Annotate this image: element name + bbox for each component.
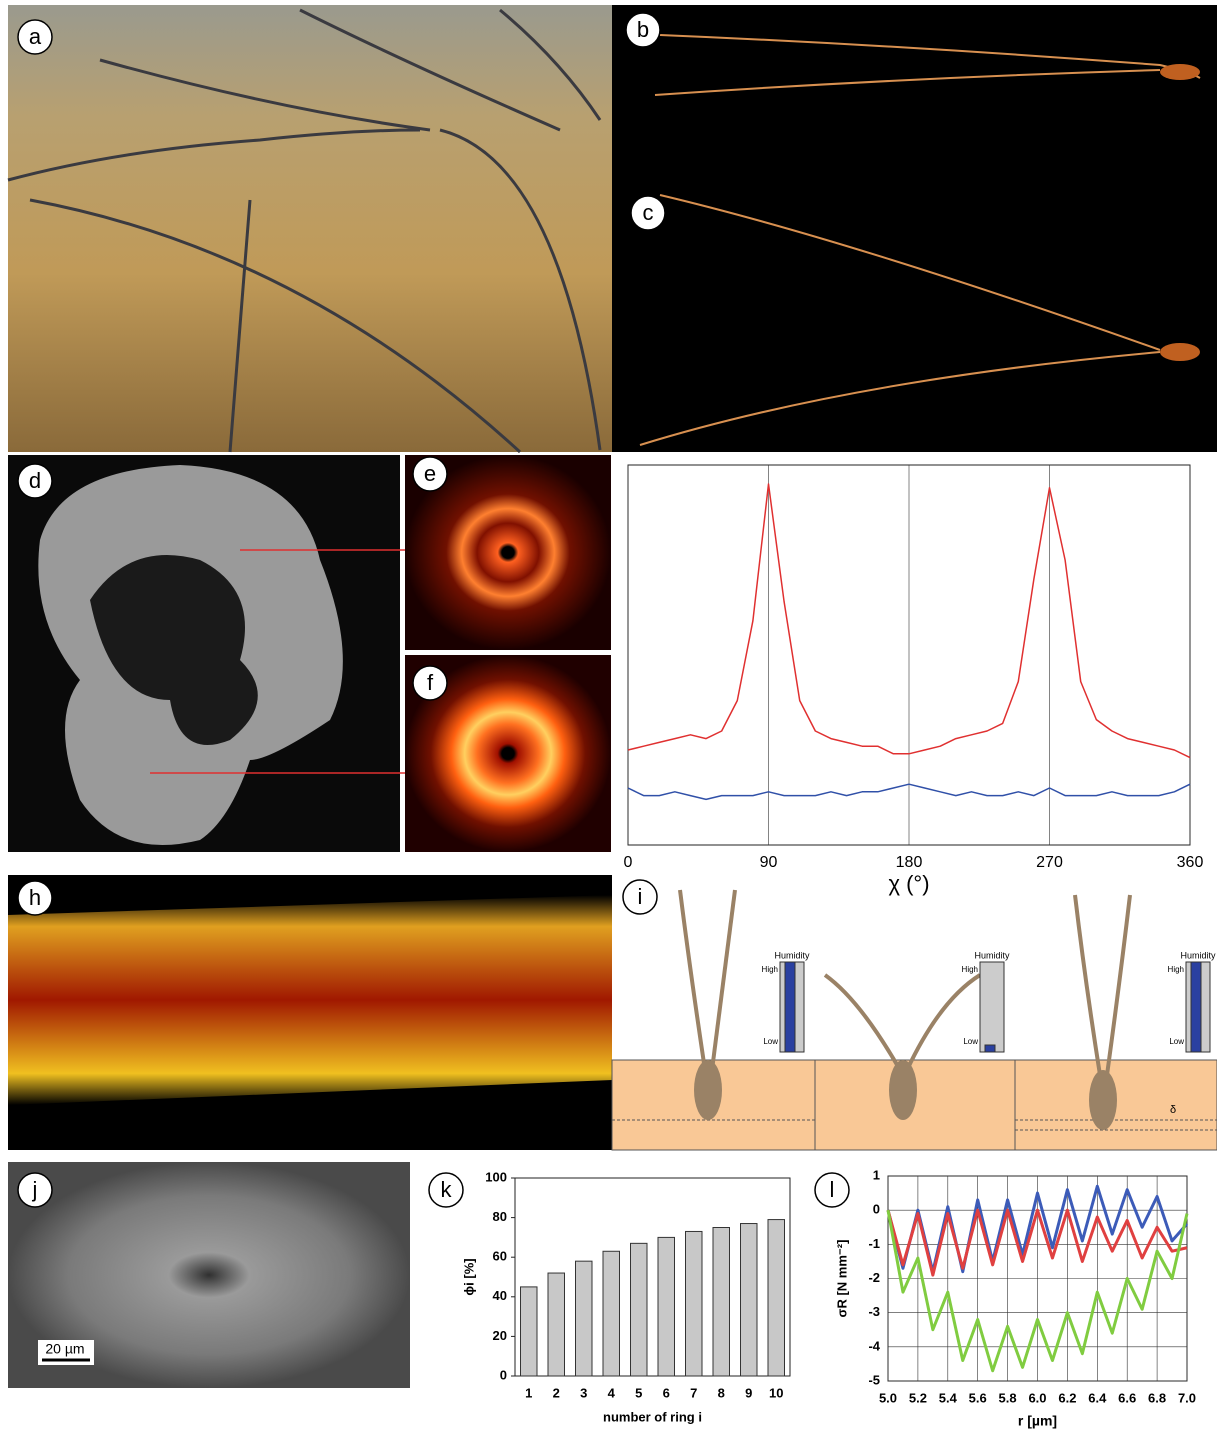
x-tick-label: 270	[1036, 854, 1063, 871]
gauge-title: Humidity	[774, 950, 810, 960]
scale-bar-label: 20 µm	[45, 1341, 84, 1357]
x-tick-label: 7.0	[1178, 1390, 1196, 1405]
x-tick-label: 5	[635, 1385, 642, 1400]
x-tick-label: 5.2	[909, 1390, 927, 1405]
x-tick-label: 180	[896, 854, 923, 871]
x-tick-label: 6.6	[1118, 1390, 1136, 1405]
panel-label: i	[638, 884, 643, 909]
x-tick-label: 6	[663, 1385, 670, 1400]
panel-label: b	[637, 17, 649, 42]
bar	[686, 1231, 703, 1376]
panel-label: k	[441, 1177, 453, 1202]
bar	[603, 1251, 620, 1376]
bar	[768, 1220, 785, 1376]
gauge-high: High	[762, 965, 778, 974]
x-tick-label: 6.4	[1088, 1390, 1107, 1405]
y-tick-label: 80	[493, 1209, 507, 1224]
y-tick-label: 0	[873, 1202, 880, 1217]
gauge-high: High	[962, 965, 978, 974]
panel-label: e	[424, 461, 436, 486]
x-tick-label: 6.2	[1058, 1390, 1076, 1405]
y-tick-label: 0	[500, 1367, 507, 1382]
seed	[1160, 343, 1200, 361]
figure: 20 µm abcdefghijklHumidityHighLowHumidit…	[0, 0, 1217, 1435]
y-tick-label: -5	[868, 1372, 880, 1387]
y-axis-label: σR [N mm⁻²]	[834, 1240, 849, 1318]
gauge-high: High	[1168, 965, 1184, 974]
panel-label: h	[29, 885, 41, 910]
x-tick-label: 360	[1177, 854, 1204, 871]
x-tick-label: 0	[624, 854, 633, 871]
gauge-low: Low	[763, 1037, 778, 1046]
bar	[658, 1237, 675, 1376]
photo-a	[8, 5, 612, 452]
seed	[1160, 64, 1200, 80]
panel-label: f	[427, 670, 434, 695]
x-tick-label: 2	[553, 1385, 560, 1400]
y-tick-label: -3	[868, 1304, 880, 1319]
y-tick-label: 100	[485, 1169, 507, 1184]
x-tick-label: 5.4	[939, 1390, 958, 1405]
gauge-title: Humidity	[1180, 950, 1216, 960]
panel-label: a	[29, 24, 42, 49]
bar	[631, 1243, 648, 1376]
x-tick-label: 4	[608, 1385, 616, 1400]
gauge-low: Low	[1169, 1037, 1184, 1046]
panel-label: j	[32, 1177, 38, 1202]
x-tick-label: 5.8	[999, 1390, 1017, 1405]
y-tick-label: -4	[868, 1338, 880, 1353]
x-tick-label: 6.0	[1028, 1390, 1046, 1405]
x-tick-label: 90	[760, 854, 778, 871]
y-tick-label: -1	[868, 1236, 880, 1251]
y-axis-label: ϕi [%]	[461, 1258, 476, 1295]
y-tick-label: 20	[493, 1328, 507, 1343]
y-tick-label: 1	[873, 1167, 880, 1182]
x-tick-label: 10	[769, 1385, 783, 1400]
x-tick-label: 3	[580, 1385, 587, 1400]
gauge-low: Low	[963, 1037, 978, 1046]
bar	[548, 1273, 565, 1376]
y-tick-label: -2	[868, 1270, 880, 1285]
panel-label: l	[830, 1177, 835, 1202]
x-tick-label: 7	[690, 1385, 697, 1400]
bar	[741, 1224, 758, 1376]
panel-label: d	[29, 468, 41, 493]
x-tick-label: 9	[745, 1385, 752, 1400]
bar	[521, 1287, 538, 1376]
x-axis-label: number of ring i	[603, 1409, 702, 1424]
bar	[576, 1261, 593, 1376]
panel-label: c	[643, 200, 654, 225]
x-axis-label: r [µm]	[1018, 1413, 1057, 1429]
x-axis-label: χ (°)	[888, 871, 929, 896]
y-tick-label: 40	[493, 1288, 507, 1303]
x-tick-label: 5.6	[969, 1390, 987, 1405]
awn-surface	[8, 895, 612, 1105]
y-tick-label: 60	[493, 1249, 507, 1264]
x-tick-label: 5.0	[879, 1390, 897, 1405]
x-tick-label: 1	[525, 1385, 532, 1400]
x-tick-label: 8	[718, 1385, 725, 1400]
delta: δ	[1170, 1104, 1176, 1116]
gauge-title: Humidity	[974, 950, 1010, 960]
x-tick-label: 6.8	[1148, 1390, 1166, 1405]
bar	[713, 1228, 730, 1377]
